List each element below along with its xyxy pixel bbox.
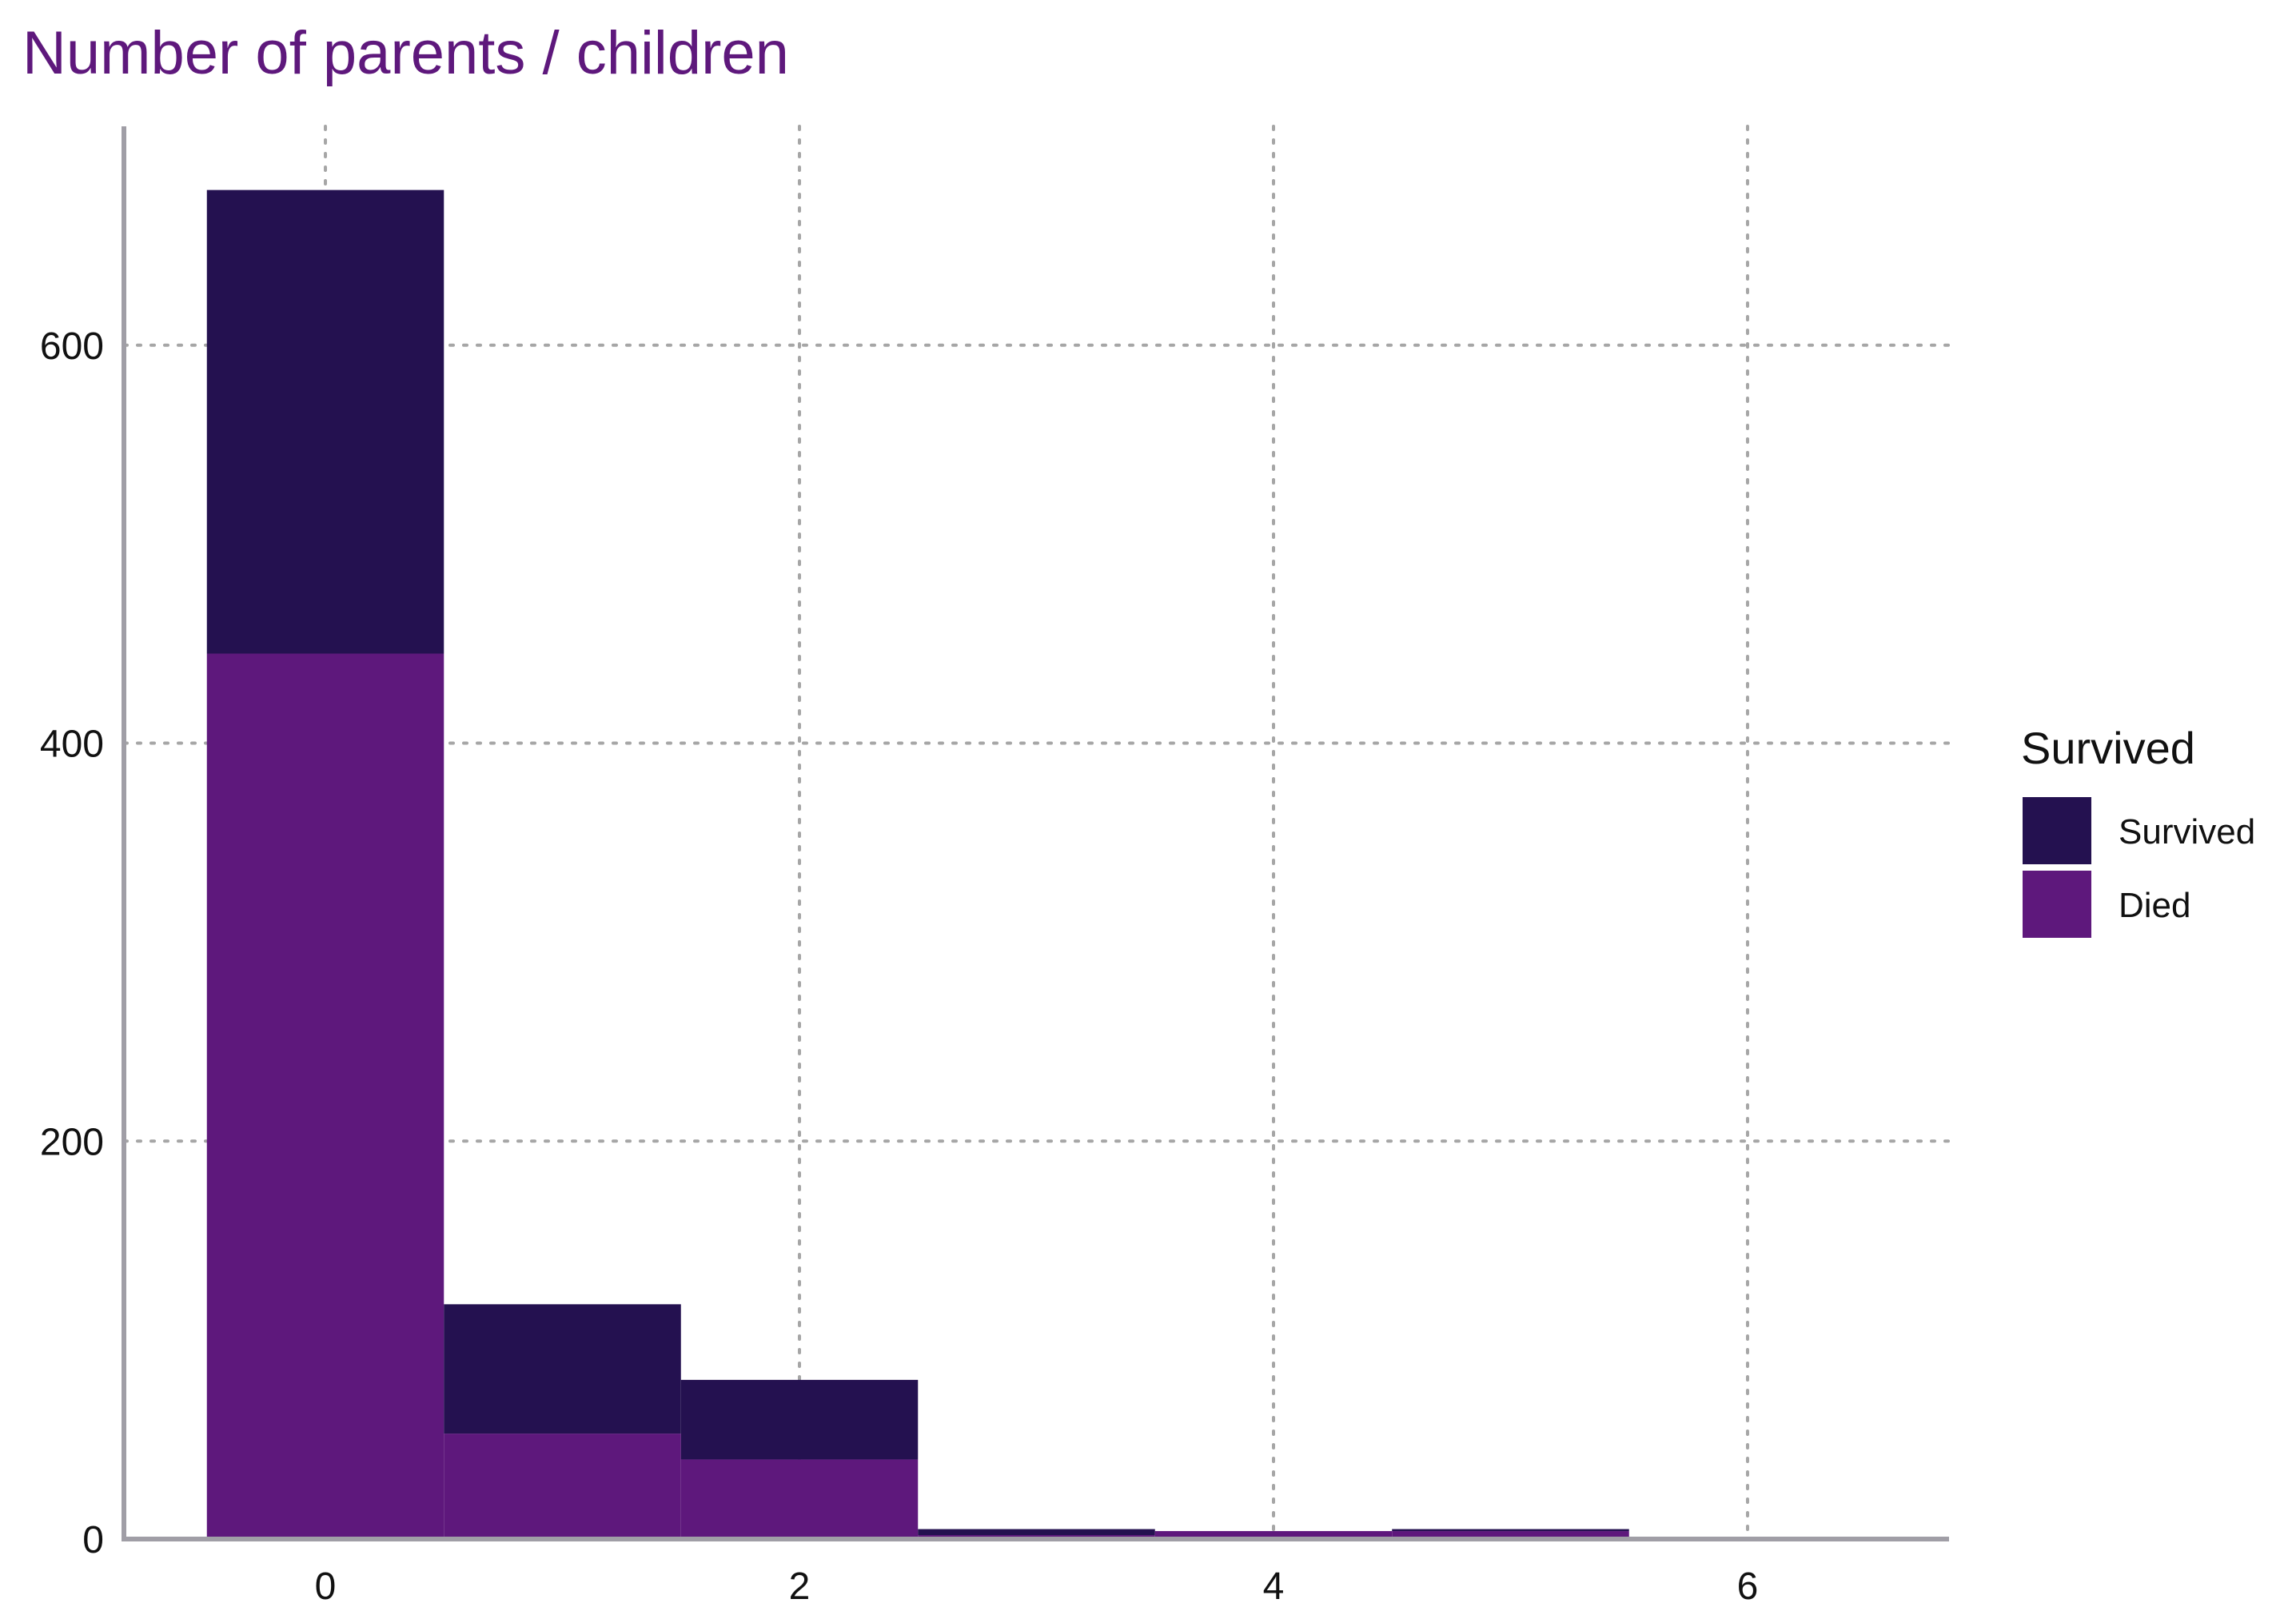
bar-survived-1	[444, 1304, 681, 1434]
bar-died-2	[680, 1459, 919, 1539]
bar-died-1	[444, 1434, 681, 1539]
legend-label-survived: Survived	[2119, 812, 2255, 851]
y-tick-label: 400	[40, 724, 104, 766]
x-tick-label: 6	[1737, 1565, 1759, 1608]
bar-survived-3	[918, 1529, 1155, 1536]
bar-died-5	[1392, 1531, 1629, 1539]
x-tick-label: 2	[789, 1565, 811, 1608]
axes	[122, 126, 1949, 1541]
x-tick-label: 4	[1263, 1565, 1285, 1608]
legend: Survived Survived Died	[2021, 723, 2255, 938]
bar-died-4	[1154, 1531, 1393, 1539]
legend-swatch-died	[2023, 871, 2091, 938]
y-tick-label: 0	[82, 1519, 104, 1561]
bar-died-0	[206, 653, 444, 1539]
bar-survived-5	[1392, 1529, 1629, 1532]
y-tick-label: 600	[40, 325, 104, 368]
legend-swatch-survived	[2023, 797, 2091, 864]
tick-labels: 0 2 4 6 0 200 400 600	[40, 325, 1758, 1608]
legend-label-died: Died	[2119, 886, 2191, 925]
bar-survived-2	[680, 1379, 919, 1460]
x-tick-label: 0	[315, 1565, 337, 1608]
bar-survived-0	[206, 189, 444, 654]
legend-title: Survived	[2021, 723, 2195, 773]
bars	[206, 189, 1867, 1539]
grid-lines	[122, 125, 1951, 1541]
chart-title: Number of parents / children	[22, 19, 789, 87]
y-tick-label: 200	[40, 1121, 104, 1163]
